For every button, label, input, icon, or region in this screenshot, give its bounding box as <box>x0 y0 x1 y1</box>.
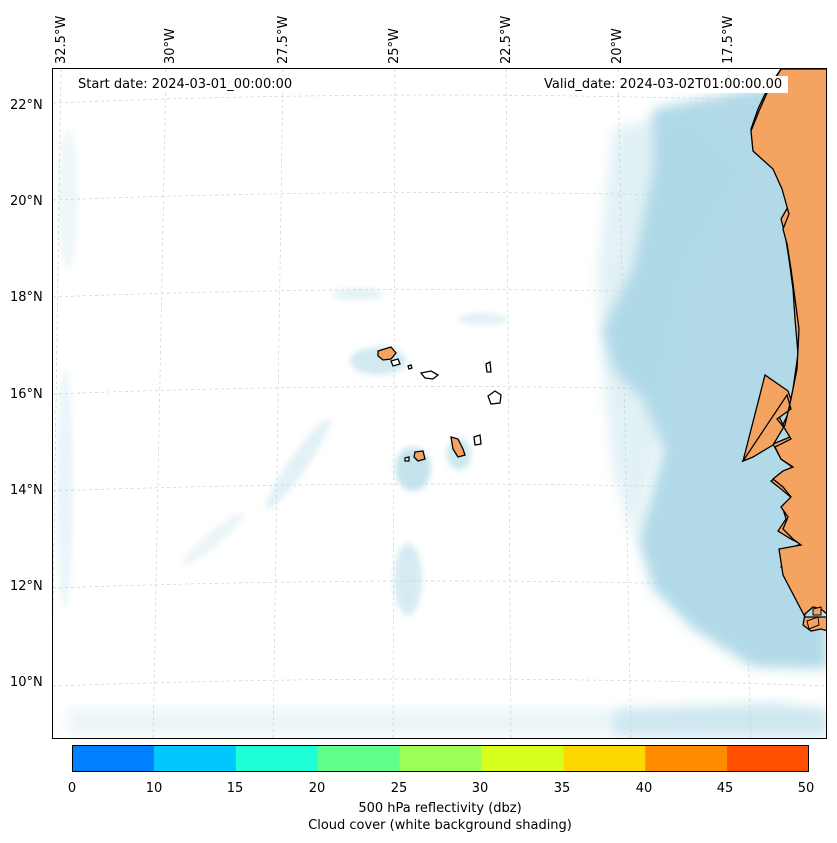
island-fogo <box>413 450 426 462</box>
colorbar-label: 500 hPa reflectivity (dbz) <box>358 801 522 816</box>
lat-label-16n: 16°N <box>10 387 43 402</box>
lat-label-12n: 12°N <box>10 579 43 594</box>
start-date-label: Start date: 2024-03-01_00:00:00 <box>72 76 299 93</box>
cloud-south-band <box>613 703 826 737</box>
cloud-cape-verde-1 <box>395 447 431 491</box>
colorbar-segment-1 <box>153 745 237 772</box>
colorbar-tick-20: 20 <box>308 781 326 796</box>
cloud-south-faint <box>68 709 613 734</box>
island-maio <box>473 434 482 446</box>
colorbar-segment-5 <box>481 745 564 772</box>
valid-date-label: Valid_date: 2024-03-02T01:00:00.00 <box>538 76 789 93</box>
cloud-left-top <box>58 129 78 269</box>
lon-label-25w: 25°W <box>387 28 402 64</box>
colorbar-tick-25: 25 <box>390 781 408 796</box>
colorbar-border <box>72 745 809 772</box>
lon-label-30w: 30°W <box>163 28 178 64</box>
colorbar-tick-40: 40 <box>635 781 653 796</box>
colorbar-tick-30: 30 <box>471 781 489 796</box>
colorbar-segment-3 <box>317 745 401 772</box>
map-canvas <box>53 69 826 738</box>
land-guinea-isles <box>806 606 822 630</box>
map-panel[interactable] <box>52 68 827 739</box>
lon-label-22-5w: 22.5°W <box>499 15 514 64</box>
colorbar-segment-8 <box>727 745 809 772</box>
cape-verde-islands <box>377 346 502 462</box>
cloud-streak-3 <box>458 313 508 325</box>
lat-label-22n: 22°N <box>10 98 43 113</box>
colorbar-tick-45: 45 <box>716 781 734 796</box>
lon-label-17-5w: 17.5°W <box>721 15 736 64</box>
lat-label-14n: 14°N <box>10 483 43 498</box>
cloud-mid-1 <box>394 543 422 615</box>
colorbar-segment-0 <box>72 745 155 772</box>
cloud-streak-2 <box>182 512 244 566</box>
island-boa-vista <box>487 390 502 405</box>
colorbar <box>72 745 809 772</box>
colorbar-tick-10: 10 <box>145 781 163 796</box>
lon-label-20w: 20°W <box>610 28 625 64</box>
colorbar-segment-6 <box>563 745 646 772</box>
colorbar-sublabel: Cloud cover (white background shading) <box>308 818 572 833</box>
island-sao-vicente <box>390 358 401 367</box>
cloud-cover <box>57 69 826 737</box>
cloud-left-edge <box>57 369 73 609</box>
island-santiago <box>450 436 466 458</box>
island-santa-luzia <box>407 364 413 370</box>
island-brava <box>404 456 410 462</box>
colorbar-tick-15: 15 <box>226 781 244 796</box>
lat-label-20n: 20°N <box>10 194 43 209</box>
cloud-streak-1 <box>265 418 331 510</box>
colorbar-segment-2 <box>235 745 319 772</box>
island-santo-antao <box>377 346 397 361</box>
colorbar-tick-50: 50 <box>797 781 815 796</box>
lon-label-32-5w: 32.5°W <box>54 15 69 64</box>
colorbar-segment-4 <box>399 745 482 772</box>
colorbar-tick-0: 0 <box>67 781 77 796</box>
colorbar-segment-7 <box>645 745 728 772</box>
cloud-coastal-outer <box>598 109 753 539</box>
colorbar-tick-35: 35 <box>553 781 571 796</box>
lat-label-18n: 18°N <box>10 290 43 305</box>
lon-label-27-5w: 27.5°W <box>276 15 291 64</box>
land-africa-main <box>741 69 826 632</box>
island-sao-nicolau <box>419 370 440 380</box>
lat-label-10n: 10°N <box>10 675 43 690</box>
cloud-streak-4 <box>333 288 383 300</box>
island-sal <box>485 360 492 373</box>
